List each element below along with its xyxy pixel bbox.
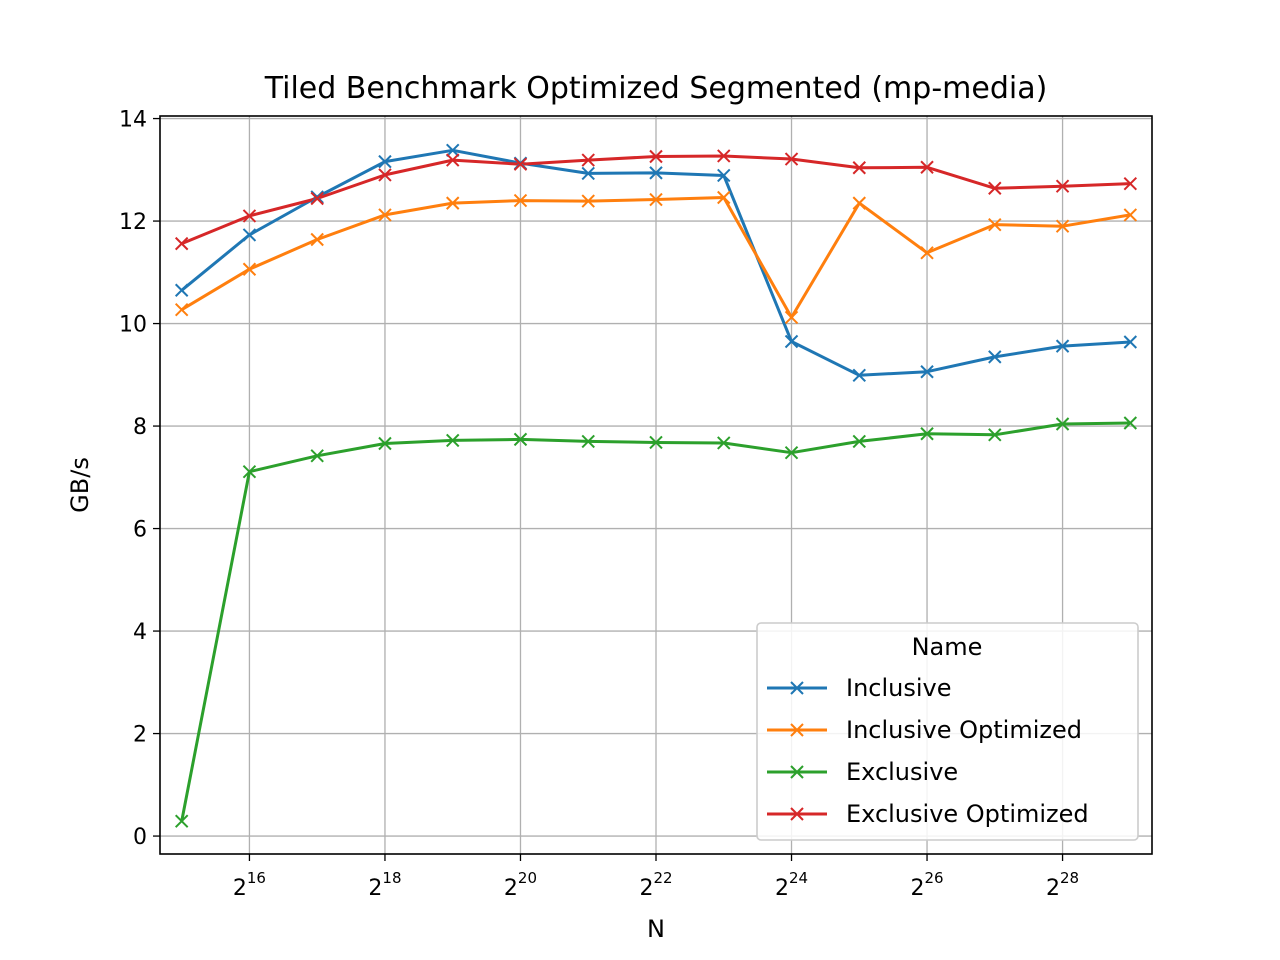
data-point-marker [988,428,1002,442]
y-axis-label: GB/s [66,457,94,513]
data-point-marker [852,368,866,383]
x-tick-label: 218 [368,869,401,901]
data-point-marker [784,152,799,166]
data-point-marker [378,436,392,451]
y-tick-label: 14 [119,108,147,133]
y-tick-label: 4 [133,620,147,645]
data-point-marker [920,365,934,379]
x-tick-label: 216 [233,869,266,901]
data-point-marker [852,434,866,449]
data-point-marker [513,157,528,171]
data-point-marker [242,262,257,276]
data-point-marker [581,166,595,181]
x-tick-label: 220 [504,869,537,901]
data-point-marker [920,246,934,260]
data-point-marker [1055,417,1070,431]
data-point-marker [581,194,595,208]
data-point-marker [784,446,799,460]
y-tick-label: 10 [119,313,147,338]
y-axis-ticks: 0 2 4 6 8 10 12 14 [119,108,160,850]
legend-entry: Inclusive Optimized [767,716,1082,744]
data-point-marker [784,334,799,349]
data-point-marker [717,149,731,163]
legend-box [756,622,1139,841]
x-tick-label: 226 [910,869,943,901]
data-point-marker [717,190,731,205]
y-tick-label: 2 [133,723,147,748]
data-point-marker [446,433,460,448]
data-point-marker [1055,219,1070,233]
chart-title: Tiled Benchmark Optimized Segmented (mp-… [264,71,1048,106]
x-axis-ticks: 216 218 220 222 224 226 228 [233,854,1079,901]
data-point-marker [513,432,528,447]
data-point-marker [581,434,595,449]
data-point-marker [310,191,324,206]
y-tick-label: 12 [119,210,147,235]
x-tick-label: 228 [1046,869,1079,901]
data-point-marker [242,209,257,223]
data-point-marker [784,310,799,325]
data-point-marker [446,143,460,158]
x-tick-label: 222 [639,869,672,901]
y-tick-label: 8 [133,415,147,440]
legend-entry: Exclusive Optimized [767,800,1089,828]
legend-entries: Inclusive Inclusive Optimized Exclusive Exc… [767,674,1089,828]
data-point-marker [1055,339,1070,353]
data-point-marker [920,427,934,441]
data-point-marker [1123,176,1138,191]
data-point-marker [310,190,324,204]
data-point-marker [310,232,324,247]
data-point-marker [988,181,1002,195]
legend-entry: Inclusive [767,674,952,702]
data-point-marker [988,217,1002,232]
data-point-marker [174,303,189,317]
data-point-marker [513,193,528,208]
legend-label: Inclusive [846,674,952,702]
y-tick-label: 6 [133,518,147,543]
data-point-marker [649,435,663,450]
legend-label: Exclusive Optimized [846,800,1089,828]
data-point-marker [1123,416,1138,430]
data-point-marker [1123,335,1138,349]
data-point-marker [310,449,324,463]
legend-entry: Exclusive [767,758,958,786]
data-point-marker [852,196,866,210]
data-point-marker [1055,179,1070,193]
data-point-marker [378,154,392,169]
data-point-marker [174,236,189,251]
data-point-marker [242,464,257,479]
data-point-marker [174,283,189,297]
x-tick-label: 224 [775,869,808,901]
data-point-marker [378,208,392,222]
data-point-marker [852,161,866,175]
data-point-marker [649,192,663,207]
legend-label: Exclusive [846,758,958,786]
data-point-marker [242,228,257,242]
data-point-marker [581,153,595,167]
x-axis-label: N [647,915,665,943]
data-point-marker [378,168,392,182]
data-point-marker [446,196,460,210]
data-point-marker [920,160,934,174]
data-point-marker [1123,208,1138,222]
data-point-marker [988,350,1002,364]
data-point-marker [717,436,731,450]
legend: Name Inclusive Inclusive Optimized Exclusi… [756,622,1139,841]
y-tick-label: 0 [133,825,147,850]
data-point-marker [649,149,663,164]
legend-label: Inclusive Optimized [846,716,1082,744]
series-markers [174,143,1138,828]
data-point-marker [174,814,189,828]
legend-title: Name [912,633,983,661]
data-point-marker [649,166,663,180]
data-point-marker [446,153,460,167]
data-point-marker [717,168,731,183]
